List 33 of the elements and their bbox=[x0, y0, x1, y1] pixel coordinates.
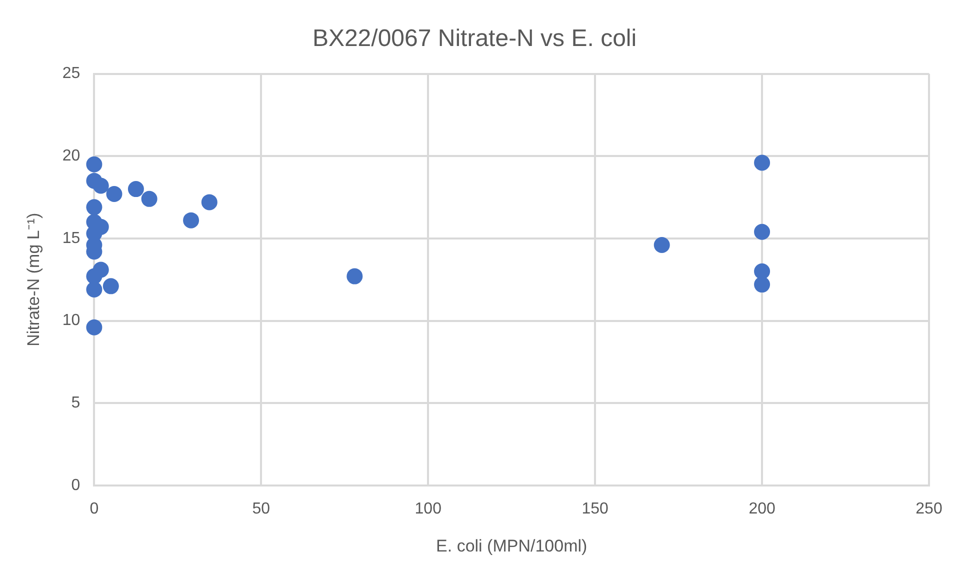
y-axis-title: Nitrate-N (mg L⁻¹) bbox=[24, 212, 43, 346]
point bbox=[201, 194, 218, 210]
point bbox=[92, 178, 109, 194]
point bbox=[92, 262, 109, 278]
x-tick-label: 100 bbox=[414, 500, 442, 518]
chart-title: BX22/0067 Nitrate-N vs E. coli bbox=[312, 25, 637, 52]
point bbox=[106, 186, 122, 202]
point bbox=[183, 212, 200, 228]
y-tick-label: 15 bbox=[62, 230, 80, 247]
y-tick-label: 0 bbox=[71, 476, 80, 494]
x-tick-label: 250 bbox=[916, 500, 942, 518]
point bbox=[654, 237, 670, 254]
point bbox=[754, 154, 770, 171]
x-tick-label: 0 bbox=[90, 500, 99, 518]
point bbox=[86, 281, 102, 298]
point bbox=[86, 319, 102, 336]
y-tick-label: 10 bbox=[62, 312, 80, 330]
point bbox=[141, 190, 158, 207]
x-axis-title: E. coli (MPN/100ml) bbox=[436, 536, 588, 556]
y-tick-label: 25 bbox=[62, 65, 80, 82]
x-tick-label: 50 bbox=[252, 500, 270, 518]
point bbox=[86, 199, 102, 216]
point bbox=[754, 276, 770, 293]
y-tick-label: 20 bbox=[62, 148, 80, 165]
point bbox=[102, 278, 119, 294]
point bbox=[754, 224, 770, 240]
point bbox=[754, 263, 770, 280]
point bbox=[86, 156, 102, 172]
point bbox=[346, 268, 363, 284]
x-tick-label: 200 bbox=[748, 500, 776, 518]
x-tick-label: 150 bbox=[582, 500, 609, 518]
point bbox=[128, 181, 144, 198]
y-tick-label: 5 bbox=[71, 394, 80, 412]
